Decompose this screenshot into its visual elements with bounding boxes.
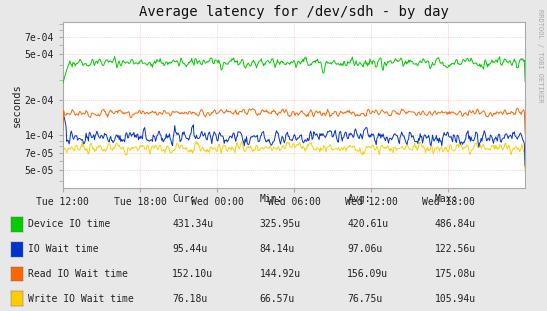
Text: 486.84u: 486.84u: [435, 219, 476, 229]
Text: 95.44u: 95.44u: [172, 244, 207, 254]
Text: Write IO Wait time: Write IO Wait time: [28, 294, 134, 304]
Text: Cur:: Cur:: [172, 194, 196, 204]
Text: Device IO time: Device IO time: [28, 219, 110, 229]
Text: 97.06u: 97.06u: [347, 244, 382, 254]
Text: 156.09u: 156.09u: [347, 269, 388, 279]
Text: 84.14u: 84.14u: [260, 244, 295, 254]
Text: Max:: Max:: [435, 194, 458, 204]
Text: 105.94u: 105.94u: [435, 294, 476, 304]
Text: 152.10u: 152.10u: [172, 269, 213, 279]
Text: RRDTOOL / TOBI OETIKER: RRDTOOL / TOBI OETIKER: [537, 9, 543, 103]
Text: 431.34u: 431.34u: [172, 219, 213, 229]
Text: IO Wait time: IO Wait time: [28, 244, 99, 254]
Text: 420.61u: 420.61u: [347, 219, 388, 229]
Text: 122.56u: 122.56u: [435, 244, 476, 254]
Text: Read IO Wait time: Read IO Wait time: [28, 269, 129, 279]
Text: 66.57u: 66.57u: [260, 294, 295, 304]
Text: 76.18u: 76.18u: [172, 294, 207, 304]
Text: 76.75u: 76.75u: [347, 294, 382, 304]
Text: 175.08u: 175.08u: [435, 269, 476, 279]
Text: 325.95u: 325.95u: [260, 219, 301, 229]
Y-axis label: seconds: seconds: [11, 83, 22, 127]
Text: Min:: Min:: [260, 194, 283, 204]
Text: Avg:: Avg:: [347, 194, 371, 204]
Title: Average latency for /dev/sdh - by day: Average latency for /dev/sdh - by day: [139, 5, 449, 19]
Text: 144.92u: 144.92u: [260, 269, 301, 279]
